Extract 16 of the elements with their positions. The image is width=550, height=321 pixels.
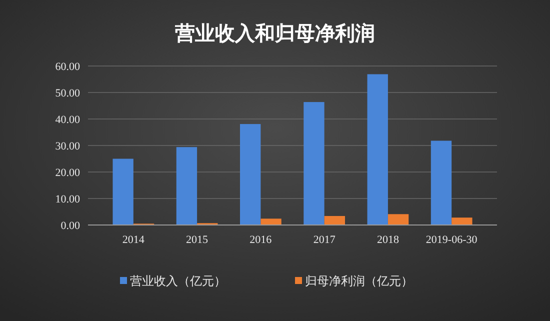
x-tick-label: 2015 bbox=[186, 234, 209, 246]
y-tick-label: 0.00 bbox=[60, 220, 80, 232]
chart-title: 营业收入和归母净利润 bbox=[174, 22, 375, 45]
x-tick-label: 2018 bbox=[376, 234, 400, 246]
x-tick-label: 2017 bbox=[313, 234, 336, 246]
y-tick-label: 40.00 bbox=[55, 114, 80, 126]
y-tick-label: 50.00 bbox=[55, 87, 80, 100]
y-tick-label: 10.00 bbox=[55, 193, 80, 206]
x-tick-label: 2019-06-30 bbox=[426, 234, 478, 246]
legend-label: 营业收入（亿元） bbox=[130, 274, 226, 288]
y-tick-label: 20.00 bbox=[55, 166, 80, 179]
legend-label: 归母净利润（亿元） bbox=[305, 274, 413, 288]
y-tick-label: 30.00 bbox=[55, 140, 80, 152]
x-tick-label: 2016 bbox=[250, 234, 272, 246]
x-tick-label: 2014 bbox=[122, 234, 145, 246]
y-tick-label: 60.00 bbox=[55, 60, 80, 73]
